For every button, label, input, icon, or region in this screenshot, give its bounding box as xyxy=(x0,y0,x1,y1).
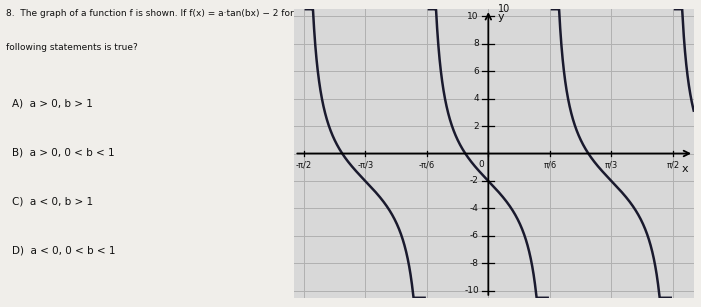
Text: 8.  The graph of a function f is shown. If f(x) = a·tan(bx) − 2 for some constan: 8. The graph of a function f is shown. I… xyxy=(6,9,466,18)
Text: 0: 0 xyxy=(478,160,484,169)
Text: C)  a < 0, b > 1: C) a < 0, b > 1 xyxy=(12,196,93,207)
Text: -π/6: -π/6 xyxy=(418,160,435,169)
Text: 4: 4 xyxy=(473,94,479,103)
Text: -π/3: -π/3 xyxy=(357,160,374,169)
Text: D)  a < 0, 0 < b < 1: D) a < 0, 0 < b < 1 xyxy=(12,246,115,256)
Text: 8: 8 xyxy=(473,39,479,48)
Text: -10: -10 xyxy=(464,286,479,295)
Text: -6: -6 xyxy=(470,231,479,240)
Text: B)  a > 0, 0 < b < 1: B) a > 0, 0 < b < 1 xyxy=(12,147,114,157)
Text: y: y xyxy=(498,12,504,22)
Text: -8: -8 xyxy=(470,259,479,268)
Text: -π/2: -π/2 xyxy=(296,160,312,169)
Text: π/2: π/2 xyxy=(667,160,679,169)
Text: 10: 10 xyxy=(468,12,479,21)
Text: 6: 6 xyxy=(473,67,479,76)
Text: -2: -2 xyxy=(470,177,479,185)
Text: -4: -4 xyxy=(470,204,479,213)
Text: A)  a > 0, b > 1: A) a > 0, b > 1 xyxy=(12,98,93,108)
Text: 10: 10 xyxy=(498,4,510,14)
Text: π/6: π/6 xyxy=(543,160,557,169)
Text: π/3: π/3 xyxy=(605,160,618,169)
Text: 2: 2 xyxy=(473,122,479,130)
Text: x: x xyxy=(681,165,688,174)
Text: following statements is true?: following statements is true? xyxy=(6,43,137,52)
